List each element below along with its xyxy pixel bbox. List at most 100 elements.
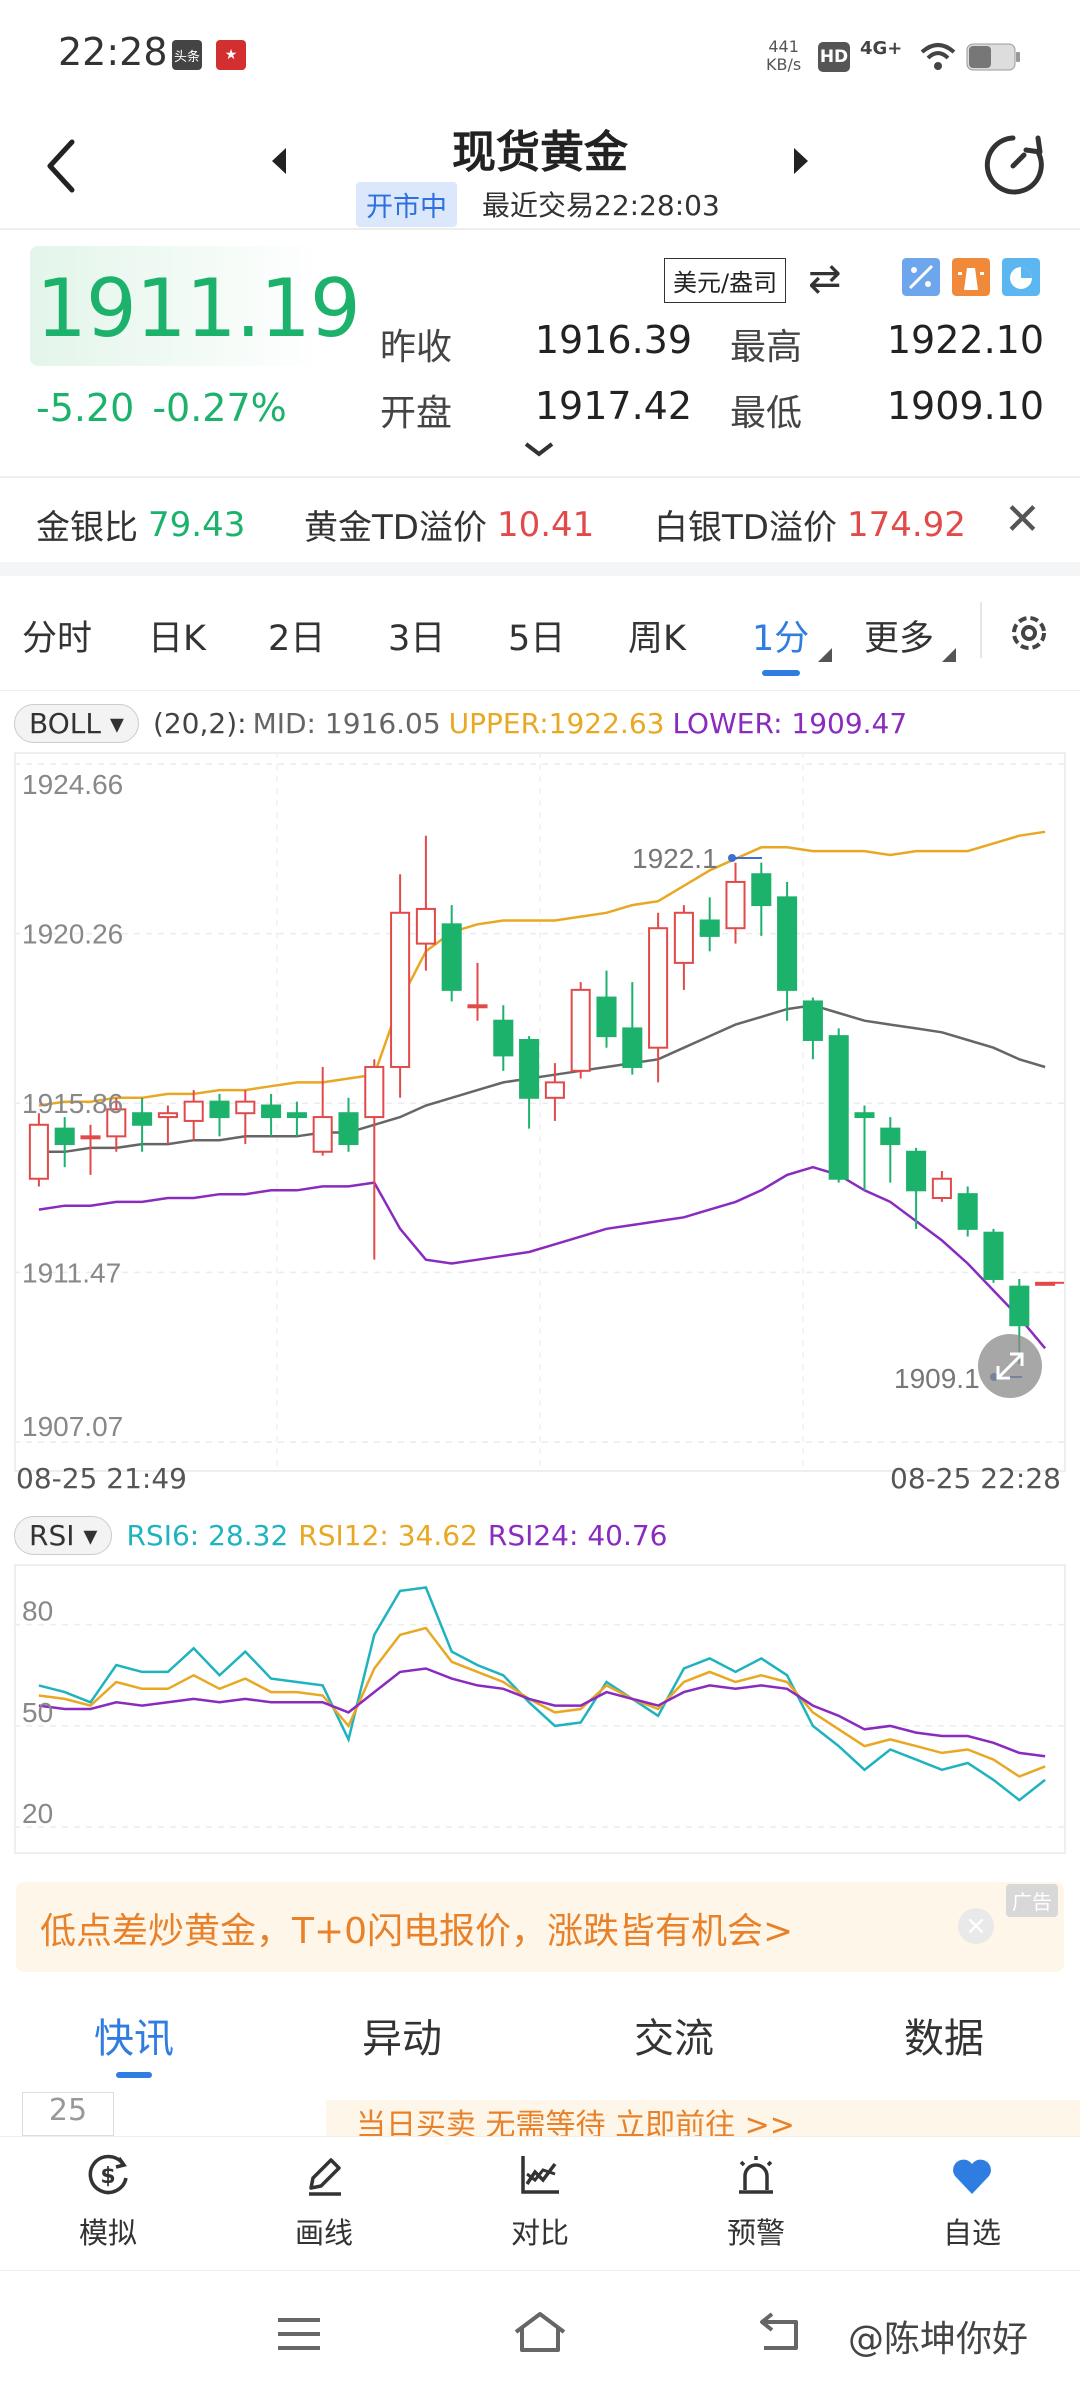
- period-tab-2day[interactable]: 2日: [268, 619, 326, 659]
- candle: [106, 1097, 127, 1152]
- candle-body: [415, 907, 436, 945]
- ratio-bar-close-icon[interactable]: ✕: [1004, 494, 1041, 545]
- alarm-icon: [739, 2156, 773, 2194]
- time-axis-end: 08-25 22:28: [890, 1462, 1061, 1495]
- candle: [390, 874, 411, 1098]
- refresh-button[interactable]: [978, 130, 1048, 200]
- candle-body: [596, 996, 617, 1038]
- toolbar-watchlist[interactable]: 自选: [912, 2150, 1032, 2252]
- candle: [519, 1036, 540, 1129]
- rsi-line-rsi24: [38, 1667, 1046, 1758]
- rsi24-value: RSI24: 40.76: [487, 1519, 668, 1552]
- candlestick-chart[interactable]: 1924.66 1920.26 1915.86 1911.47 1907.07 1922…: [14, 752, 1066, 1472]
- rsi-border: [14, 1564, 1066, 1854]
- pie-chart-icon[interactable]: [1002, 258, 1040, 296]
- candle: [570, 982, 591, 1079]
- chart-settings-icon[interactable]: [1004, 608, 1054, 658]
- toolbar-simulate[interactable]: $ 模拟: [48, 2150, 168, 2252]
- high-annotation-label: 1922.1: [632, 843, 718, 874]
- period-tab-intraday[interactable]: 分时: [22, 619, 93, 659]
- news-tab-movement[interactable]: 异动: [362, 2016, 442, 2062]
- low-annotation-label: 1909.1: [894, 1363, 980, 1394]
- price-change: -5.20 -0.27%: [36, 386, 287, 430]
- candle-body: [80, 1135, 101, 1140]
- candle-body: [28, 1123, 49, 1180]
- home-icon[interactable]: [512, 2308, 568, 2356]
- candle: [957, 1186, 978, 1237]
- news-tab-community[interactable]: 交流: [634, 2016, 714, 2062]
- candle: [802, 997, 823, 1060]
- menu-icon[interactable]: [274, 2314, 324, 2354]
- y-axis-label: 1915.86: [22, 1088, 123, 1119]
- back-nav-icon[interactable]: [756, 2312, 806, 2354]
- price-change-percent: -0.27%: [152, 386, 287, 430]
- candle: [132, 1097, 153, 1152]
- news-peek-ad[interactable]: 当日买卖 无需等待 立即前往 >>: [326, 2100, 1080, 2136]
- candle: [828, 1028, 849, 1183]
- candle: [183, 1090, 204, 1141]
- y-axis-labels: 1924.66 1920.26 1915.86 1911.47 1907.07: [22, 769, 123, 1442]
- candle: [596, 970, 617, 1048]
- period-tab-1min[interactable]: 1分: [752, 619, 810, 659]
- ad-close-icon[interactable]: ×: [958, 1908, 994, 1944]
- period-tab-more[interactable]: 更多: [864, 619, 935, 659]
- ratio-value: 10.41: [496, 504, 595, 545]
- fullscreen-button[interactable]: [978, 1334, 1042, 1398]
- candle-body: [467, 1004, 488, 1009]
- boll-upper-line: [38, 830, 1046, 1107]
- candle: [725, 862, 746, 944]
- dollar-refresh-icon: $: [88, 2154, 128, 2195]
- unit-selector[interactable]: 美元/盎司: [664, 258, 787, 303]
- boll-name: BOLL: [29, 707, 101, 740]
- toolbar-compare[interactable]: 对比: [480, 2150, 600, 2252]
- period-tab-3day[interactable]: 3日: [388, 619, 446, 659]
- rsi-chart[interactable]: 80 50 20: [14, 1564, 1066, 1854]
- market-status-badge: 开市中: [356, 182, 457, 227]
- lighthouse-icon[interactable]: [952, 258, 990, 296]
- toolbar-draw[interactable]: 画线: [264, 2150, 384, 2252]
- news-tab-data[interactable]: 数据: [904, 2016, 984, 2062]
- news-tab-indicator: [116, 2072, 152, 2078]
- next-instrument-button[interactable]: [790, 146, 812, 176]
- ad-text[interactable]: 低点差炒黄金，T+0闪电报价，涨跌皆有机会>: [40, 1911, 794, 1952]
- ratio-label: 金银比: [36, 508, 138, 548]
- candle: [622, 982, 643, 1075]
- toutiao-notification-icon: 头条: [172, 40, 202, 70]
- candle: [648, 912, 669, 1083]
- boll-indicator-selector[interactable]: BOLL ▾: [14, 704, 139, 743]
- news-tab-flash[interactable]: 快讯: [94, 2016, 174, 2062]
- dropdown-corner-icon: [942, 648, 956, 662]
- candle-body: [854, 1112, 875, 1119]
- rsi-grid: [14, 1564, 1066, 1854]
- swap-unit-icon[interactable]: ⇄: [808, 256, 842, 302]
- ratio-value: 79.43: [148, 504, 246, 545]
- toolbar-label: 模拟: [78, 2216, 137, 2250]
- candle: [415, 835, 436, 971]
- rsi-name: RSI: [29, 1519, 75, 1552]
- candle-body: [441, 923, 462, 991]
- network-speed: 441 KB/s: [766, 38, 801, 74]
- high-value: 1922.10: [886, 318, 1044, 362]
- period-tab-weekly[interactable]: 周K: [628, 619, 686, 659]
- line-chart-icon: [521, 2156, 559, 2194]
- candle-body: [777, 896, 798, 991]
- ad-banner[interactable]: [16, 1882, 1064, 1972]
- period-tab-daily[interactable]: 日K: [148, 619, 206, 659]
- back-button[interactable]: [36, 130, 96, 200]
- calculator-icon[interactable]: [902, 258, 940, 296]
- rsi-indicator-selector[interactable]: RSI ▾: [14, 1516, 113, 1555]
- system-nav-bar: [0, 2270, 1080, 2400]
- prev-instrument-button[interactable]: [268, 146, 290, 176]
- boll-upper: UPPER:1922.63: [448, 707, 665, 740]
- boll-lower: LOWER: 1909.47: [672, 707, 908, 740]
- network-speed-unit: KB/s: [766, 55, 802, 74]
- toolbar-alert[interactable]: 预警: [696, 2150, 816, 2252]
- prev-close-value: 1916.39: [534, 318, 692, 362]
- ratio-label: 白银TD溢价: [654, 508, 837, 548]
- prev-close-label: 昨收: [380, 327, 453, 368]
- candle: [312, 1066, 333, 1156]
- expand-chevron-icon[interactable]: [522, 440, 556, 460]
- candle: [751, 862, 772, 936]
- boll-mid-line: [38, 1004, 1046, 1154]
- period-tab-5day[interactable]: 5日: [508, 619, 566, 659]
